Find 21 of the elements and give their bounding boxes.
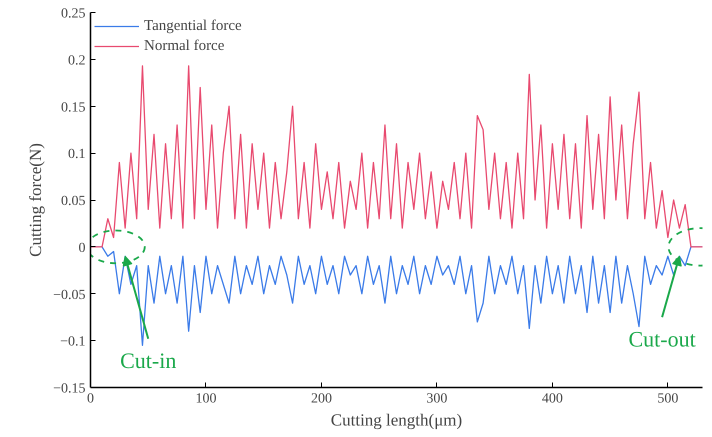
y-tick-label: 0 — [78, 240, 86, 256]
y-tick-label: 0.2 — [68, 53, 86, 68]
x-tick-label: 400 — [542, 392, 563, 406]
y-tick-label: −0.15 — [53, 382, 86, 396]
line-series — [90, 65, 702, 248]
annotation: Cut-out — [628, 326, 696, 352]
y-tick-label: −0.05 — [53, 288, 86, 303]
y-tick-label: −0.1 — [60, 334, 86, 350]
x-axis-title: Cutting length(μm) — [330, 410, 462, 430]
legend-label: Normal force — [144, 38, 224, 54]
x-tick-label: 500 — [657, 392, 678, 406]
x-tick-label: 100 — [195, 392, 216, 406]
y-tick-label: 0.15 — [61, 100, 86, 116]
y-axis-title: Cutting force(N) — [26, 143, 46, 257]
legend-label: Tangential force — [144, 18, 242, 34]
x-tick-label: 200 — [310, 392, 332, 406]
y-tick-label: 0.05 — [61, 194, 86, 209]
y-tick-label: 0.25 — [61, 6, 86, 22]
x-tick-label: 300 — [426, 392, 448, 406]
y-tick-label: 0.1 — [68, 147, 86, 162]
annotation: Cut-in — [120, 348, 176, 374]
